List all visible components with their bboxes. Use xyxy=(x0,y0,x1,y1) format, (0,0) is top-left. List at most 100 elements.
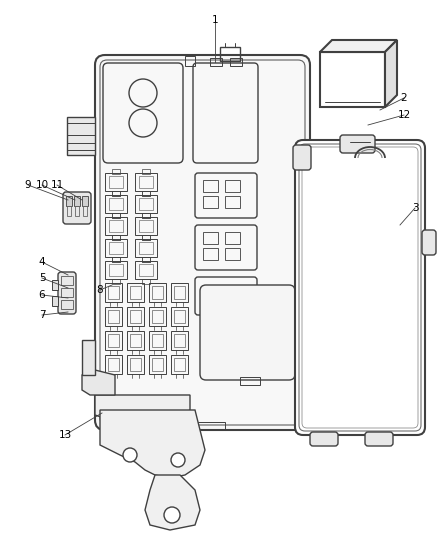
Bar xyxy=(108,286,119,299)
Bar xyxy=(105,239,127,257)
FancyBboxPatch shape xyxy=(63,192,91,224)
Bar xyxy=(139,242,153,254)
Polygon shape xyxy=(100,410,205,478)
Text: 1: 1 xyxy=(212,15,218,25)
Bar xyxy=(112,169,120,174)
Bar xyxy=(67,206,71,216)
Polygon shape xyxy=(385,40,397,107)
Bar xyxy=(171,307,188,326)
Bar xyxy=(218,287,230,305)
Bar xyxy=(142,235,150,240)
Bar xyxy=(174,358,185,371)
Circle shape xyxy=(164,507,180,523)
Bar xyxy=(75,206,79,216)
Bar xyxy=(105,217,127,235)
Bar xyxy=(108,358,119,371)
Bar xyxy=(135,217,157,235)
Bar xyxy=(174,286,185,299)
Bar xyxy=(112,235,120,240)
FancyBboxPatch shape xyxy=(293,145,311,170)
Bar xyxy=(67,117,95,155)
Bar xyxy=(149,283,166,302)
FancyBboxPatch shape xyxy=(95,55,310,430)
Bar xyxy=(152,286,163,299)
Bar xyxy=(174,334,185,347)
Bar xyxy=(142,191,150,196)
Bar xyxy=(127,283,144,302)
Bar xyxy=(130,286,141,299)
FancyBboxPatch shape xyxy=(295,140,425,435)
Bar xyxy=(112,279,120,284)
Bar xyxy=(139,176,153,188)
Bar xyxy=(152,334,163,347)
Bar xyxy=(105,261,127,279)
Bar xyxy=(112,191,120,196)
Bar xyxy=(201,287,213,305)
Bar xyxy=(203,248,218,260)
Text: 10: 10 xyxy=(35,180,49,190)
Bar xyxy=(195,422,225,430)
Bar xyxy=(203,232,218,244)
Bar xyxy=(135,195,157,213)
Bar xyxy=(310,273,318,288)
Bar xyxy=(108,334,119,347)
Bar xyxy=(105,283,122,302)
Bar xyxy=(225,180,240,192)
Bar xyxy=(139,220,153,232)
Bar xyxy=(61,288,73,297)
Polygon shape xyxy=(320,40,397,52)
Circle shape xyxy=(171,453,185,467)
Polygon shape xyxy=(95,395,190,420)
Bar xyxy=(61,300,73,309)
Text: 8: 8 xyxy=(97,285,103,295)
Bar xyxy=(112,191,120,196)
FancyBboxPatch shape xyxy=(58,272,76,314)
Text: 3: 3 xyxy=(412,203,418,213)
Circle shape xyxy=(123,448,137,462)
Bar xyxy=(152,358,163,371)
Bar xyxy=(220,47,240,61)
Bar xyxy=(235,287,247,305)
Bar xyxy=(171,283,188,302)
Bar xyxy=(171,331,188,350)
Bar xyxy=(66,196,72,206)
Bar xyxy=(142,257,150,262)
Bar xyxy=(127,331,144,350)
Bar xyxy=(225,196,240,208)
Bar xyxy=(310,350,318,365)
Bar xyxy=(112,213,120,218)
Bar xyxy=(109,220,123,232)
Bar xyxy=(139,198,153,210)
Bar xyxy=(210,58,222,66)
Bar xyxy=(203,180,218,192)
Bar xyxy=(112,257,120,262)
Bar xyxy=(105,195,127,213)
Polygon shape xyxy=(145,475,200,530)
Bar xyxy=(142,169,150,174)
Text: 9: 9 xyxy=(25,180,31,190)
Bar xyxy=(74,196,80,206)
Bar xyxy=(105,173,127,191)
Bar xyxy=(225,248,240,260)
FancyBboxPatch shape xyxy=(200,285,295,380)
Bar xyxy=(185,56,195,66)
Bar xyxy=(130,358,141,371)
Bar xyxy=(135,261,157,279)
Bar xyxy=(109,242,123,254)
Bar xyxy=(149,355,166,374)
Bar xyxy=(174,310,185,323)
Bar xyxy=(130,310,141,323)
Bar xyxy=(149,331,166,350)
Bar xyxy=(127,355,144,374)
Bar xyxy=(225,232,240,244)
FancyBboxPatch shape xyxy=(310,432,338,446)
Bar xyxy=(108,310,119,323)
Bar xyxy=(152,310,163,323)
FancyBboxPatch shape xyxy=(340,135,375,153)
Bar xyxy=(83,206,87,216)
Text: 13: 13 xyxy=(58,430,72,440)
Bar xyxy=(142,257,150,262)
Bar xyxy=(135,173,157,191)
Bar xyxy=(142,213,150,218)
Polygon shape xyxy=(82,340,95,375)
